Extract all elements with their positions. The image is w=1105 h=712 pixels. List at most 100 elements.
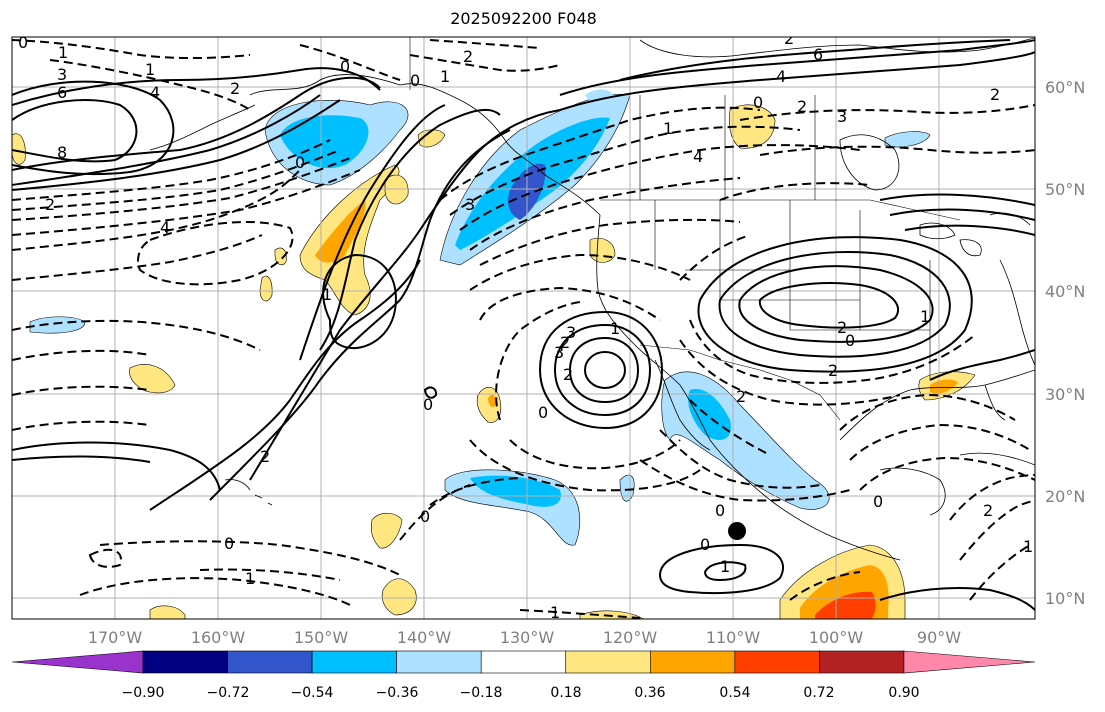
lon-tick: 100°W [809, 628, 864, 647]
contour-solid-east-low-1 [738, 265, 934, 343]
contour-dashed-south-3 [99, 540, 401, 576]
contour-dashed-central-am [789, 571, 861, 601]
contour-dashed-gulf-2 [849, 423, 1031, 461]
contour-dashed-baja-1 [659, 429, 821, 489]
blue-shading-west-pacific [29, 316, 86, 334]
contour-solid-jet-3 [12, 94, 321, 186]
contour-solid-east-gulf [929, 349, 1035, 381]
contour-solid-ridge-east-3 [619, 39, 1011, 81]
contour-dashed-alaska-3 [429, 39, 541, 49]
contour-solid-jet-1 [12, 67, 381, 106]
red-shading-central-america [815, 591, 876, 619]
us-west-coast [596, 214, 901, 561]
contour-dashed-east-2 [759, 145, 1035, 156]
contour-label: 0 [873, 492, 883, 511]
colorbar-segment [396, 650, 482, 674]
contour-label: 2 [784, 29, 794, 48]
gulf-coast [839, 369, 1035, 441]
contour-dashed-center-3 [495, 301, 581, 421]
contour-label: 3 [566, 323, 576, 342]
contour-label: 2 [230, 79, 240, 98]
contour-label: 2 [797, 97, 807, 116]
contour-label: 4 [693, 147, 703, 166]
contour-label: 0 [420, 507, 430, 526]
colorbar-segment [480, 650, 567, 674]
colorbar-tick: 0.54 [719, 685, 750, 701]
contour-solid-small-loop [423, 386, 438, 399]
contour-label: 0 [18, 33, 28, 52]
colorbar-tick: −0.90 [122, 685, 165, 701]
colorbar-tick: −0.54 [291, 685, 334, 701]
colorbar-tick: 0.36 [634, 685, 665, 701]
contour-solid-loop-mid [322, 253, 397, 350]
yellow-shading-canada [729, 104, 776, 149]
contour-label: 1 [1023, 537, 1033, 556]
contour-label: 3 [837, 107, 847, 126]
contour-dashed-pnw-4 [469, 177, 741, 251]
yellow-shading-west-1 [129, 364, 176, 394]
contour-labels: 0 1 3 6 8 2 4 0 2 0 1 2 3 4 1 0 6 4 2 3 … [18, 29, 1033, 619]
contour-dashed-se-1 [949, 474, 1035, 521]
lon-tick: 130°W [500, 628, 555, 647]
contour-label: 4 [150, 83, 160, 102]
contour-label: 3 [57, 65, 67, 84]
great-lakes [919, 222, 982, 257]
contour-label: 1 [720, 557, 730, 576]
yellow-shading-small-4 [417, 129, 446, 148]
contour-label: 2 [563, 365, 573, 384]
solid-contours [12, 39, 1035, 611]
contour-solid-jet-2 [12, 76, 381, 171]
lat-tick: 50°N [1045, 180, 1085, 199]
contour-dashed-jet-2 [12, 149, 341, 211]
contour-dashed-center-4 [509, 439, 681, 470]
contour-dashed-west-1 [12, 169, 301, 251]
colorbar-segment [311, 650, 397, 674]
contour-dashed-se-2 [959, 499, 1035, 561]
blue-shading-north [585, 89, 615, 104]
contour-label: 0 [423, 395, 433, 414]
contour-label: 4 [160, 218, 170, 237]
contour-label: 2 [736, 387, 746, 406]
blue-shading-hawaii-east-core [470, 475, 561, 507]
lon-tick: 160°W [191, 628, 246, 647]
yellow-shading-west-2 [12, 133, 26, 165]
contour-label: 2 [828, 361, 838, 380]
graticule [12, 37, 1035, 619]
contour-label: 1 [610, 319, 620, 338]
contour-dashed-center-5 [469, 439, 701, 492]
hudson-bay [839, 134, 900, 191]
colorbar [11, 650, 1036, 674]
contour-label: 0 [340, 57, 350, 76]
lat-tick: 30°N [1045, 385, 1085, 404]
contour-dashed-south-7 [519, 609, 641, 619]
contour-solid-south-low [658, 543, 785, 595]
contour-label: 2 [45, 195, 55, 214]
contour-solid-east-low-3 [697, 236, 973, 373]
colorbar-tick: −0.18 [460, 685, 503, 701]
contour-label: 2 [983, 501, 993, 520]
colorbar-tick: −0.36 [376, 685, 419, 701]
lon-tick: 90°W [917, 628, 961, 647]
contour-label: 1 [920, 307, 930, 326]
colorbar-segment [734, 650, 820, 674]
contour-solid-east-low-4 [758, 282, 900, 329]
contour-dashed-east-5 [689, 319, 976, 384]
contour-solid-jet-4 [12, 99, 341, 191]
lat-tick: 40°N [1045, 282, 1085, 301]
florida-coast [984, 384, 1006, 421]
contour-solid-low-2 [553, 323, 652, 417]
colorbar-segment [819, 650, 905, 674]
contour-dashed-jet-1 [12, 139, 331, 201]
blue-shading-gulf-alaska-core [280, 115, 369, 169]
contour-dashed-south-5 [199, 568, 341, 581]
colorbar-segment [565, 650, 651, 674]
contour-dashed-south-4 [79, 577, 351, 606]
contour-label: 1 [440, 67, 450, 86]
contour-dashed-jet-3 [12, 157, 351, 221]
contour-dashed-alaska [299, 44, 401, 81]
contour-solid-ridge-east-2 [559, 39, 1035, 96]
contour-dashed-west-2 [12, 234, 263, 281]
canada-arctic [639, 37, 1035, 58]
cuba [959, 452, 1035, 466]
